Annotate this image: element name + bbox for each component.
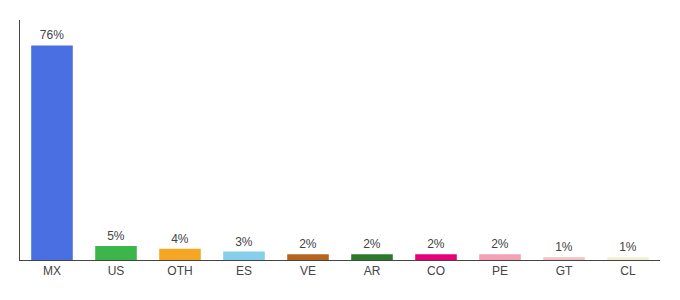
svg-text:3%: 3% <box>235 235 253 249</box>
svg-text:2%: 2% <box>299 237 317 251</box>
svg-text:1%: 1% <box>619 240 637 254</box>
svg-text:76%: 76% <box>40 28 64 42</box>
svg-text:5%: 5% <box>107 229 125 243</box>
svg-text:1%: 1% <box>555 240 573 254</box>
svg-text:2%: 2% <box>363 237 381 251</box>
svg-text:GT: GT <box>556 264 573 278</box>
svg-text:MX: MX <box>43 264 61 278</box>
svg-text:OTH: OTH <box>167 264 192 278</box>
svg-text:2%: 2% <box>427 237 445 251</box>
svg-text:VE: VE <box>300 264 316 278</box>
svg-text:2%: 2% <box>491 237 509 251</box>
svg-text:CL: CL <box>620 264 636 278</box>
svg-text:CO: CO <box>427 264 445 278</box>
svg-text:US: US <box>108 264 125 278</box>
svg-text:PE: PE <box>492 264 508 278</box>
svg-text:AR: AR <box>364 264 381 278</box>
svg-text:4%: 4% <box>171 232 189 246</box>
svg-text:ES: ES <box>236 264 252 278</box>
